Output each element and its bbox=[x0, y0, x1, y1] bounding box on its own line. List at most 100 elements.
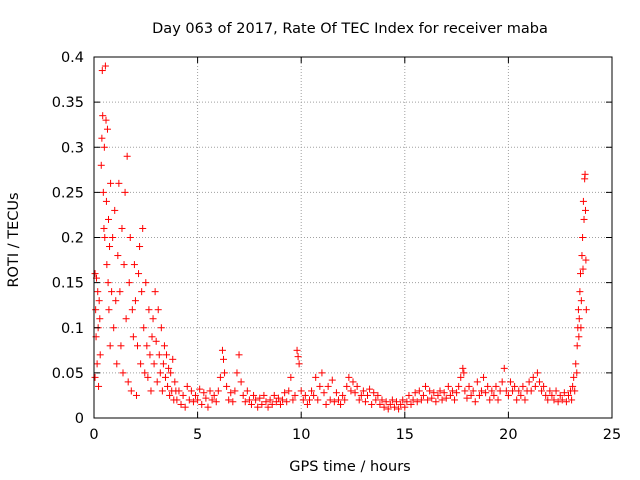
data-point bbox=[128, 306, 136, 314]
data-point bbox=[326, 396, 334, 404]
data-point bbox=[123, 152, 131, 160]
x-tick-label: 5 bbox=[193, 427, 202, 443]
data-point bbox=[399, 396, 407, 404]
data-point bbox=[227, 389, 235, 397]
data-point bbox=[250, 391, 258, 399]
data-point bbox=[574, 306, 582, 314]
data-point bbox=[99, 188, 107, 196]
data-point bbox=[142, 279, 150, 287]
data-point bbox=[573, 342, 581, 350]
data-point bbox=[334, 396, 342, 404]
data-point bbox=[268, 400, 276, 408]
data-point bbox=[192, 391, 200, 399]
data-point bbox=[119, 369, 127, 377]
data-point bbox=[370, 389, 378, 397]
data-point bbox=[378, 396, 386, 404]
data-point bbox=[274, 394, 282, 402]
data-point bbox=[465, 382, 473, 390]
data-point bbox=[554, 398, 562, 406]
data-point bbox=[502, 387, 510, 395]
data-point bbox=[104, 279, 112, 287]
y-tick-label: 0.05 bbox=[52, 366, 84, 382]
data-point bbox=[93, 360, 101, 368]
data-point bbox=[105, 215, 113, 223]
data-point bbox=[111, 206, 119, 214]
data-point bbox=[498, 378, 506, 386]
y-axis-label: ROTI / TECUs bbox=[6, 192, 22, 287]
data-point bbox=[164, 382, 172, 390]
x-tick-label: 25 bbox=[603, 427, 621, 443]
axis-ticks: 0 5 10 15 20 25 0 0.05 0.1 0.15 0.2 0.25 0.3 0.35 0.4 bbox=[52, 50, 622, 443]
data-point bbox=[98, 67, 106, 75]
data-point bbox=[519, 382, 527, 390]
roti-data-points bbox=[91, 62, 590, 413]
data-point bbox=[513, 396, 521, 404]
data-point bbox=[570, 373, 578, 381]
data-point bbox=[490, 391, 498, 399]
data-point bbox=[159, 360, 167, 368]
data-point bbox=[163, 351, 171, 359]
data-point bbox=[428, 394, 436, 402]
data-point bbox=[147, 387, 155, 395]
data-point bbox=[463, 394, 471, 402]
y-tick-label: 0.15 bbox=[52, 276, 84, 292]
data-point bbox=[208, 396, 216, 404]
data-point bbox=[158, 387, 166, 395]
data-point bbox=[124, 378, 132, 386]
data-point bbox=[432, 398, 440, 406]
data-point bbox=[295, 360, 303, 368]
data-point bbox=[127, 387, 135, 395]
data-point bbox=[145, 306, 153, 314]
data-point bbox=[579, 265, 587, 273]
data-point bbox=[183, 382, 191, 390]
data-point bbox=[538, 387, 546, 395]
x-tick-label: 15 bbox=[396, 427, 414, 443]
data-point bbox=[351, 389, 359, 397]
data-point bbox=[233, 369, 241, 377]
data-point bbox=[135, 270, 143, 278]
data-point bbox=[214, 387, 222, 395]
data-point bbox=[301, 391, 309, 399]
data-point bbox=[471, 398, 479, 406]
data-point bbox=[480, 373, 488, 381]
data-point bbox=[517, 391, 525, 399]
data-point bbox=[297, 387, 305, 395]
data-point bbox=[256, 394, 264, 402]
data-point bbox=[393, 398, 401, 406]
data-point bbox=[175, 387, 183, 395]
data-point bbox=[108, 288, 116, 296]
data-point bbox=[148, 333, 156, 341]
data-point bbox=[343, 382, 351, 390]
data-point bbox=[241, 398, 249, 406]
data-point bbox=[314, 396, 322, 404]
data-point bbox=[361, 398, 369, 406]
data-point bbox=[113, 360, 121, 368]
data-point bbox=[120, 261, 128, 269]
data-point bbox=[558, 396, 566, 404]
data-point bbox=[467, 391, 475, 399]
data-point bbox=[401, 403, 409, 411]
data-point bbox=[131, 297, 139, 305]
data-point bbox=[294, 353, 302, 361]
data-point bbox=[144, 373, 152, 381]
data-point bbox=[527, 387, 535, 395]
data-point bbox=[291, 391, 299, 399]
data-point bbox=[210, 391, 218, 399]
data-point bbox=[556, 391, 564, 399]
data-point bbox=[390, 403, 398, 411]
data-point bbox=[355, 396, 363, 404]
data-point bbox=[582, 306, 590, 314]
data-point bbox=[506, 378, 514, 386]
data-point bbox=[231, 387, 239, 395]
data-point bbox=[161, 373, 169, 381]
data-point bbox=[372, 396, 380, 404]
data-point bbox=[106, 342, 114, 350]
data-point bbox=[509, 387, 517, 395]
data-point bbox=[243, 387, 251, 395]
data-point bbox=[134, 342, 142, 350]
data-point bbox=[103, 261, 111, 269]
data-point bbox=[459, 364, 467, 372]
data-point bbox=[258, 400, 266, 408]
data-point bbox=[141, 369, 149, 377]
data-point bbox=[149, 315, 157, 323]
